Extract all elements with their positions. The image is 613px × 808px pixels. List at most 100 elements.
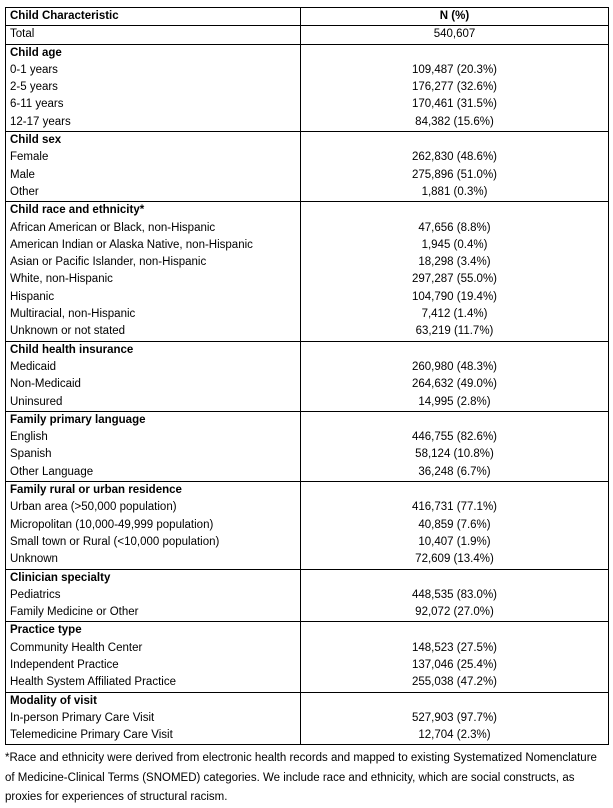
value-cell: 137,046 (25.4%) (300, 656, 609, 675)
data-row: Family Medicine or Other 92,072 (27.0%) (5, 604, 609, 622)
label-cell: Community Health Center (5, 639, 301, 657)
value-cell: 63,219 (11.7%) (300, 323, 609, 342)
label-cell: Independent Practice (5, 656, 301, 675)
label-cell: 0-1 years (5, 61, 301, 80)
data-row: American Indian or Alaska Native, non-Hi… (5, 236, 609, 255)
data-row: Asian or Pacific Islander, non-Hispanic 1… (5, 254, 609, 272)
empty-cell (300, 568, 609, 587)
value-cell: 1,881 (0.3%) (300, 183, 609, 202)
data-row: African American or Black, non-Hispanic 4… (5, 219, 609, 237)
header-row: Child Characteristic N (%) (5, 6, 609, 26)
data-row: Multiracial, non-Hispanic 7,412 (1.4%) (5, 306, 609, 324)
data-row: Hispanic 104,790 (19.4%) (5, 288, 609, 307)
value-cell: 260,980 (48.3%) (300, 358, 609, 377)
label-cell: Family Medicine or Other (5, 604, 301, 622)
data-row: Independent Practice 137,046 (25.4%) (5, 656, 609, 675)
label-cell: 2-5 years (5, 79, 301, 97)
value-cell: 7,412 (1.4%) (300, 306, 609, 324)
data-row: Pediatrics 448,535 (83.0%) (5, 586, 609, 605)
section-title: Family primary language (5, 410, 301, 430)
data-row: Other 1,881 (0.3%) (5, 183, 609, 202)
section-heading-row: Modality of visit (5, 691, 609, 710)
header-cell: Child Characteristic (5, 6, 301, 26)
data-row: White, non-Hispanic 297,287 (55.0%) (5, 271, 609, 289)
label-cell: Hispanic (5, 288, 301, 307)
label-cell: Male (5, 166, 301, 184)
data-row: 6-11 years 170,461 (31.5%) (5, 96, 609, 114)
value-cell: 255,038 (47.2%) (300, 674, 609, 693)
header-cell: N (%) (300, 6, 609, 26)
label-cell: Uninsured (5, 393, 301, 412)
value-cell: 92,072 (27.0%) (300, 604, 609, 622)
value-cell: 14,995 (2.8%) (300, 393, 609, 412)
label-cell: In-person Primary Care Visit (5, 709, 301, 728)
cell: 540,607 (300, 25, 609, 45)
section-title: Child age (5, 43, 301, 62)
table-body: Child Characteristic N (%) Total 540,607… (5, 6, 609, 745)
data-row: Medicaid 260,980 (48.3%) (5, 358, 609, 377)
data-row: Non-Medicaid 264,632 (49.0%) (5, 376, 609, 394)
value-cell: 1,945 (0.4%) (300, 236, 609, 255)
value-cell: 176,277 (32.6%) (300, 79, 609, 97)
data-row: Small town or Rural (<10,000 population)… (5, 533, 609, 552)
value-cell: 170,461 (31.5%) (300, 96, 609, 114)
section-heading-row: Child race and ethnicity* (5, 201, 609, 220)
value-cell: 84,382 (15.6%) (300, 113, 609, 132)
value-cell: 527,903 (97.7%) (300, 709, 609, 728)
empty-cell (300, 481, 609, 500)
empty-cell (300, 131, 609, 150)
value-cell: 47,656 (8.8%) (300, 219, 609, 237)
section-title: Family rural or urban residence (5, 481, 301, 500)
data-row: Telemedicine Primary Care Visit 12,704 (2… (5, 727, 609, 745)
label-cell: Spanish (5, 446, 301, 464)
value-cell: 416,731 (77.1%) (300, 499, 609, 517)
label-cell: Unknown or not stated (5, 323, 301, 342)
data-row: Other Language 36,248 (6.7%) (5, 463, 609, 482)
data-row: Micropolitan (10,000-49,999 population) 4… (5, 516, 609, 534)
value-cell: 36,248 (6.7%) (300, 463, 609, 482)
value-cell: 12,704 (2.3%) (300, 727, 609, 745)
section-heading-row: Family rural or urban residence (5, 481, 609, 500)
section-heading-row: Family primary language (5, 410, 609, 430)
label-cell: Medicaid (5, 358, 301, 377)
empty-cell (300, 340, 609, 359)
section-heading-row: Clinician specialty (5, 568, 609, 587)
value-cell: 40,859 (7.6%) (300, 516, 609, 534)
label-cell: Other Language (5, 463, 301, 482)
label-cell: White, non-Hispanic (5, 271, 301, 289)
total-row: Total 540,607 (5, 25, 609, 45)
section-title: Child health insurance (5, 340, 301, 359)
data-row: In-person Primary Care Visit 527,903 (97.… (5, 709, 609, 728)
label-cell: Health System Affiliated Practice (5, 674, 301, 693)
label-cell: 12-17 years (5, 113, 301, 132)
section-heading-row: Child age (5, 43, 609, 62)
empty-cell (300, 621, 609, 640)
footnote: *Race and ethnicity were derived from el… (5, 752, 597, 804)
label-cell: Unknown (5, 551, 301, 569)
empty-cell (300, 691, 609, 710)
data-row: Health System Affiliated Practice 255,038… (5, 674, 609, 693)
data-row: 12-17 years 84,382 (15.6%) (5, 113, 609, 132)
cell: Total (5, 25, 301, 45)
value-cell: 104,790 (19.4%) (300, 288, 609, 307)
label-cell: American Indian or Alaska Native, non-Hi… (5, 236, 301, 255)
value-cell: 18,298 (3.4%) (300, 254, 609, 272)
data-row: English 446,755 (82.6%) (5, 429, 609, 447)
section-title: Child race and ethnicity* (5, 201, 301, 220)
data-row: Male 275,896 (51.0%) (5, 166, 609, 184)
section-heading-row: Child health insurance (5, 340, 609, 359)
label-cell: Multiracial, non-Hispanic (5, 306, 301, 324)
empty-cell (300, 410, 609, 430)
data-row: Unknown or not stated 63,219 (11.7%) (5, 323, 609, 342)
label-cell: Asian or Pacific Islander, non-Hispanic (5, 254, 301, 272)
table-wrap: Child Characteristic N (%) Total 540,607… (5, 6, 609, 808)
data-row: Urban area (>50,000 population) 416,731 (… (5, 499, 609, 517)
characteristics-table: Child Characteristic N (%) Total 540,607… (5, 6, 609, 746)
section-title: Child sex (5, 131, 301, 150)
empty-cell (300, 43, 609, 62)
section-title: Practice type (5, 621, 301, 640)
value-cell: 297,287 (55.0%) (300, 271, 609, 289)
value-cell: 148,523 (27.5%) (300, 639, 609, 657)
label-cell: English (5, 429, 301, 447)
